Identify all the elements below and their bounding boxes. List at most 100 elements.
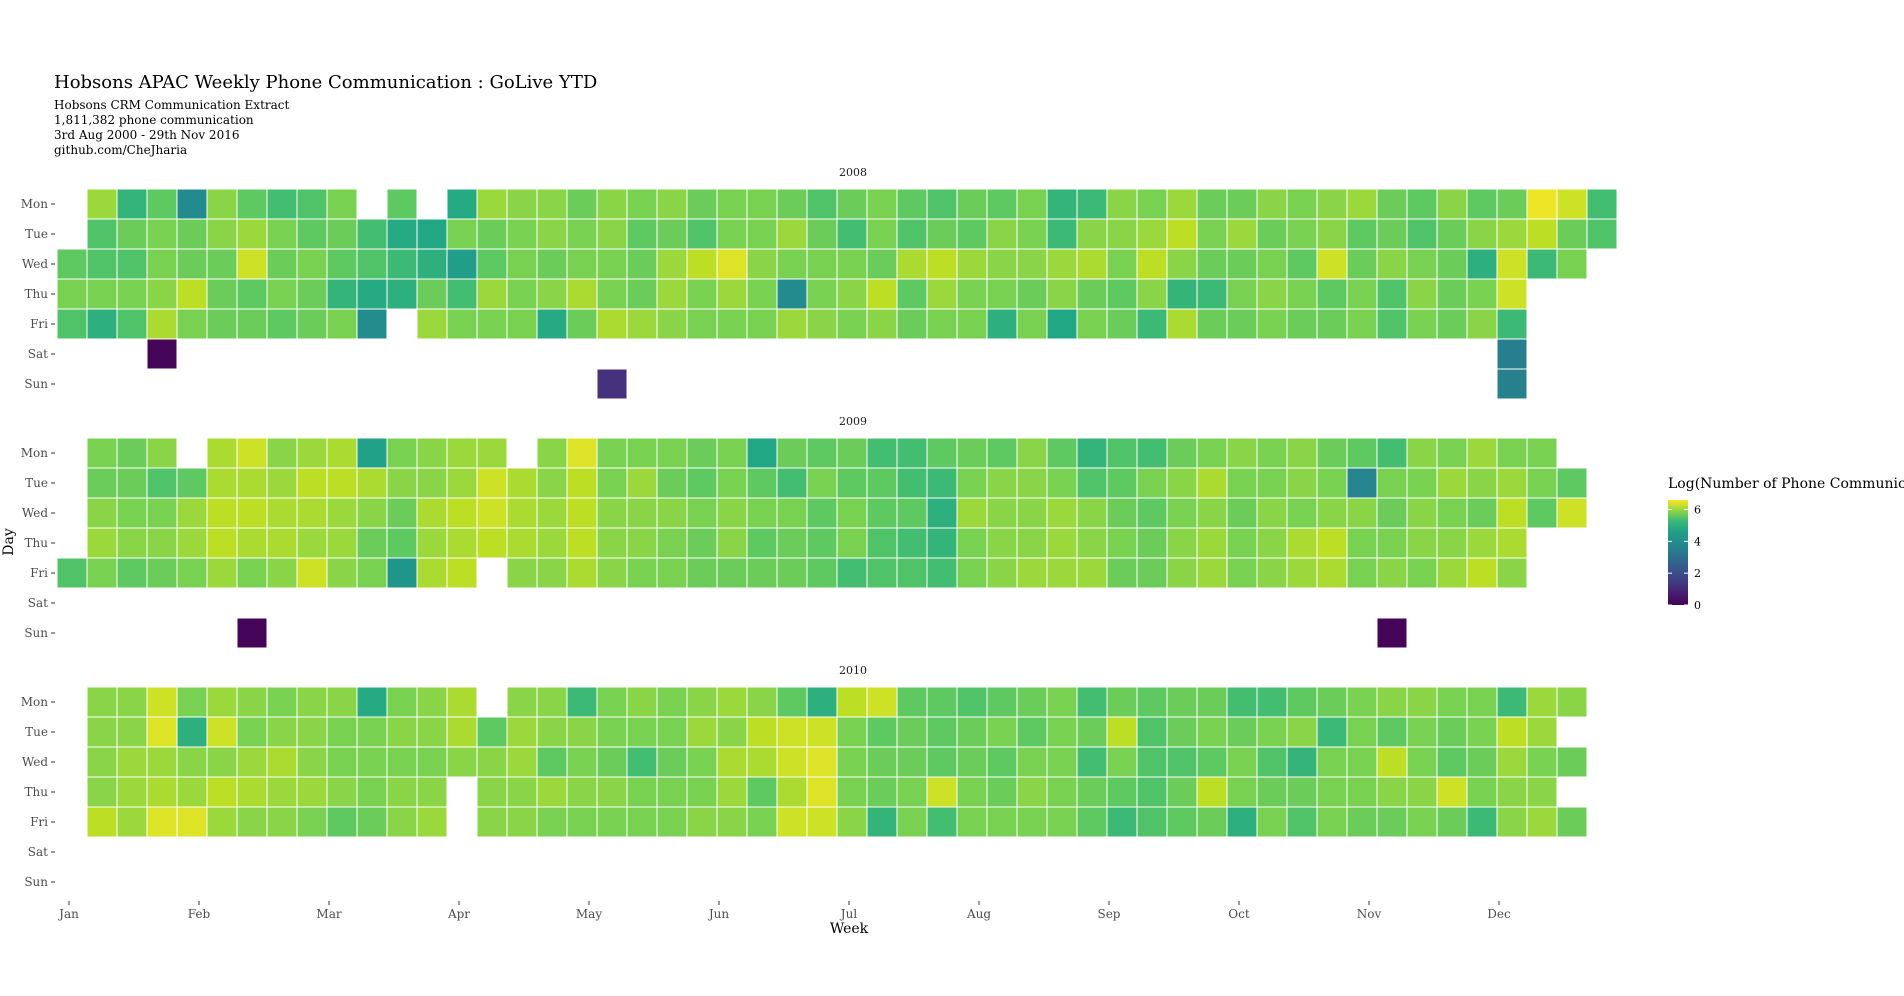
- heatmap-cell: [656, 497, 688, 529]
- heatmap-cell: [1136, 557, 1168, 589]
- heatmap-cell: [1406, 218, 1438, 250]
- heatmap-cell: [1316, 716, 1348, 748]
- heatmap-cell: [326, 497, 358, 529]
- x-axis-title: Week: [830, 921, 869, 937]
- heatmap-cell: [326, 746, 358, 778]
- heatmap-cell: [896, 278, 928, 310]
- heatmap-cell: [386, 437, 418, 469]
- heatmap-cell: [266, 437, 298, 469]
- heatmap-cell: [866, 806, 898, 838]
- subtitle-line-4: github.com/CheJharia: [54, 143, 187, 157]
- heatmap-cell: [206, 686, 238, 718]
- heatmap-cell: [986, 278, 1018, 310]
- heatmap-cell: [1076, 806, 1108, 838]
- heatmap-cell: [1286, 776, 1318, 808]
- heatmap-cell: [1496, 248, 1528, 280]
- heatmap-cell: [716, 437, 748, 469]
- facet-label: 2010: [839, 664, 867, 677]
- heatmap-cell: [1586, 218, 1618, 250]
- heatmap-cell: [1406, 806, 1438, 838]
- heatmap-cell: [446, 716, 478, 748]
- heatmap-cell: [836, 557, 868, 589]
- heatmap-cell: [1166, 437, 1198, 469]
- heatmap-cell: [1526, 467, 1558, 499]
- heatmap-cell: [1526, 716, 1558, 748]
- heatmap-cell: [656, 527, 688, 559]
- heatmap-cell: [356, 497, 388, 529]
- heatmap-cell: [446, 218, 478, 250]
- heatmap-cell: [1406, 278, 1438, 310]
- heatmap-cell: [1376, 188, 1408, 220]
- heatmap-cell: [746, 806, 778, 838]
- legend-title: Log(Number of Phone Communication): [1668, 476, 1904, 492]
- heatmap-cell: [986, 746, 1018, 778]
- heatmap-cell: [836, 218, 868, 250]
- heatmap-cell: [1046, 806, 1078, 838]
- heatmap-cell: [836, 248, 868, 280]
- heatmap-cell: [1226, 248, 1258, 280]
- heatmap-cell: [1196, 776, 1228, 808]
- heatmap-cell: [866, 557, 898, 589]
- heatmap-cell: [146, 188, 178, 220]
- heatmap-cell: [746, 686, 778, 718]
- heatmap-cell: [1226, 686, 1258, 718]
- heatmap-cell: [236, 617, 268, 649]
- heatmap-cell: [1136, 218, 1168, 250]
- heatmap-cell: [686, 527, 718, 559]
- heatmap-cell: [236, 776, 268, 808]
- heatmap-cell: [1166, 308, 1198, 340]
- month-tick-label: Jul: [839, 907, 858, 921]
- heatmap-cell: [926, 806, 958, 838]
- heatmap-cell: [656, 686, 688, 718]
- heatmap-cell: [416, 278, 448, 310]
- heatmap-cell: [866, 218, 898, 250]
- heatmap-cell: [1286, 527, 1318, 559]
- heatmap-cell: [686, 806, 718, 838]
- heatmap-cell: [986, 308, 1018, 340]
- heatmap-cell: [266, 218, 298, 250]
- heatmap-cell: [386, 686, 418, 718]
- heatmap-cell: [836, 188, 868, 220]
- heatmap-cell: [1046, 527, 1078, 559]
- heatmap-cell: [626, 806, 658, 838]
- heatmap-cell: [776, 776, 808, 808]
- heatmap-cell: [806, 776, 838, 808]
- heatmap-cell: [806, 746, 838, 778]
- heatmap-cell: [146, 338, 178, 370]
- heatmap-cell: [1436, 746, 1468, 778]
- heatmap-cell: [1106, 557, 1138, 589]
- heatmap-cell: [1226, 806, 1258, 838]
- heatmap-cell: [746, 557, 778, 589]
- heatmap-cell: [596, 716, 628, 748]
- heatmap-cell: [236, 806, 268, 838]
- month-tick-label: Sep: [1097, 907, 1120, 921]
- month-tick-label: Jan: [57, 907, 79, 921]
- heatmap-cell: [1196, 218, 1228, 250]
- heatmap-cell: [1436, 248, 1468, 280]
- heatmap-cell: [206, 467, 238, 499]
- heatmap-cell: [1376, 716, 1408, 748]
- heatmap-cell: [266, 248, 298, 280]
- heatmap-cell: [716, 716, 748, 748]
- heatmap-cell: [416, 248, 448, 280]
- heatmap-cell: [596, 497, 628, 529]
- heatmap-cell: [1316, 467, 1348, 499]
- month-tick-label: Mar: [316, 907, 341, 921]
- facet-label: 2008: [839, 166, 867, 179]
- month-tick-label: Apr: [447, 907, 470, 921]
- heatmap-cell: [956, 527, 988, 559]
- heatmap-cell: [1166, 278, 1198, 310]
- heatmap-cell: [866, 497, 898, 529]
- heatmap-cell: [896, 437, 928, 469]
- heatmap-cell: [866, 308, 898, 340]
- heatmap-cell: [1316, 218, 1348, 250]
- heatmap-cell: [266, 497, 298, 529]
- heatmap-cell: [1046, 278, 1078, 310]
- heatmap-cell: [1016, 686, 1048, 718]
- heatmap-cell: [686, 437, 718, 469]
- heatmap-cell: [506, 716, 538, 748]
- heatmap-cell: [206, 776, 238, 808]
- heatmap-cell: [596, 746, 628, 778]
- heatmap-cell: [1016, 278, 1048, 310]
- heatmap-cell: [86, 716, 118, 748]
